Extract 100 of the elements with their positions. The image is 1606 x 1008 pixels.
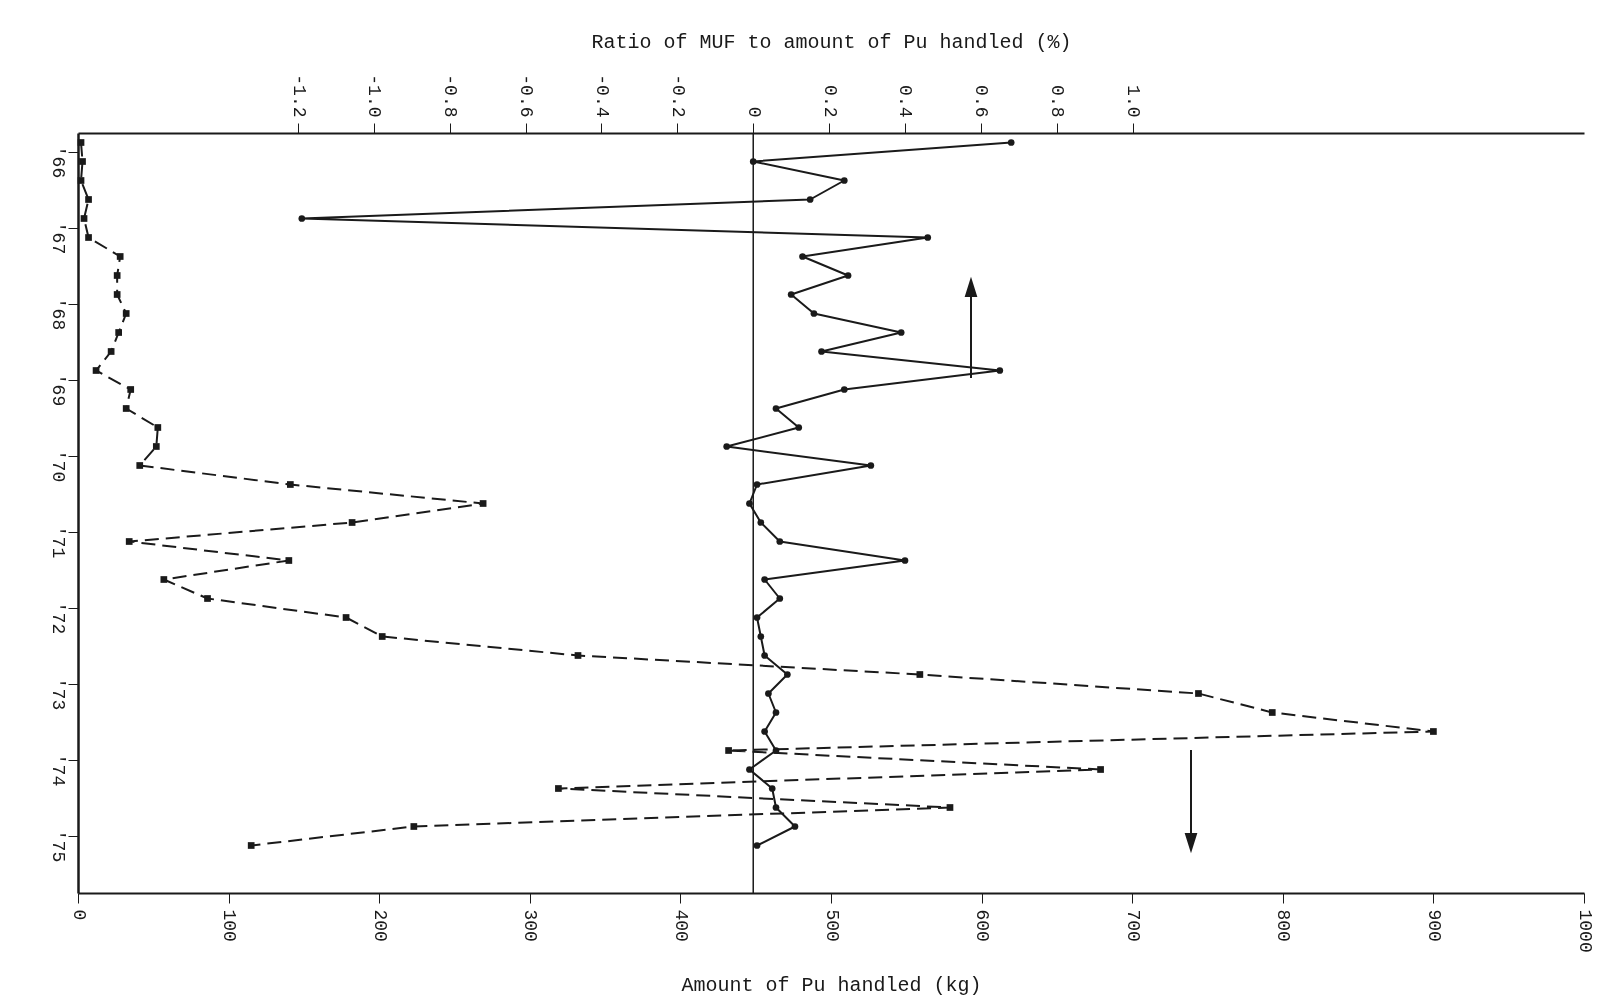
x2-tick-label: -1.2 <box>288 74 309 118</box>
point <box>1268 709 1276 716</box>
point <box>897 329 905 336</box>
point <box>753 842 761 849</box>
point <box>924 234 932 241</box>
point <box>154 424 162 431</box>
x-tick-label: 900 <box>1423 909 1444 942</box>
point <box>125 538 133 545</box>
x-tick-label: 800 <box>1273 909 1294 942</box>
point <box>85 196 92 203</box>
y-tick-label: '70 <box>47 449 68 483</box>
point <box>122 405 130 412</box>
point <box>107 348 115 355</box>
point <box>1097 766 1104 773</box>
y-tick-label: '68 <box>47 297 68 331</box>
x-tick-label: 0 <box>68 909 89 921</box>
point <box>115 329 123 336</box>
point <box>479 500 487 507</box>
x-tick-label: 600 <box>972 909 993 942</box>
point <box>776 595 784 602</box>
point <box>298 215 306 222</box>
y-tick-label: '66 <box>47 145 68 179</box>
y-tick-label: '72 <box>47 601 68 635</box>
point <box>723 443 731 450</box>
x2-tick-label: 1.0 <box>1123 85 1144 118</box>
point <box>113 291 121 298</box>
point <box>946 804 954 811</box>
point <box>901 557 909 564</box>
point <box>784 671 791 678</box>
point <box>77 139 85 146</box>
x2-axis-title: Ratio of MUF to amount of Pu handled (%) <box>591 31 1072 55</box>
point <box>77 177 85 184</box>
point <box>285 557 293 564</box>
point <box>122 310 130 317</box>
y-tick-label: '73 <box>47 677 68 711</box>
point <box>753 614 761 621</box>
point <box>772 709 780 716</box>
point <box>1007 139 1015 146</box>
x-tick-label: 300 <box>520 909 541 942</box>
point <box>286 481 294 488</box>
point <box>806 196 814 203</box>
point <box>753 481 761 488</box>
x-tick-label: 500 <box>821 909 842 942</box>
point <box>840 386 848 393</box>
point <box>746 766 753 773</box>
point <box>152 443 160 450</box>
point <box>818 348 825 355</box>
y-tick-label: '74 <box>47 753 68 787</box>
point <box>916 671 924 678</box>
y-tick-label: '69 <box>47 373 68 407</box>
point <box>247 842 255 849</box>
point <box>574 652 582 659</box>
x2-tick-label: 0.2 <box>819 85 840 118</box>
point <box>204 595 211 602</box>
point <box>772 804 780 811</box>
point <box>80 215 88 222</box>
point <box>840 177 848 184</box>
point <box>795 424 803 431</box>
x2-tick-label: -0.6 <box>516 74 537 118</box>
x2-tick-label: -0.8 <box>440 74 461 118</box>
x-tick-label: 400 <box>670 909 691 942</box>
point <box>761 728 768 735</box>
point <box>768 785 776 792</box>
point <box>410 823 418 830</box>
point <box>787 291 795 298</box>
point <box>772 405 780 412</box>
point <box>765 690 772 697</box>
point <box>810 310 818 317</box>
x2-tick-label: 0.4 <box>895 85 916 118</box>
point <box>761 576 768 583</box>
x2-tick-label: -0.2 <box>667 74 688 118</box>
point <box>776 538 784 545</box>
x-tick-label: 200 <box>369 909 390 942</box>
x-tick-label: 100 <box>219 909 240 942</box>
x2-tick-label: -1.0 <box>364 74 385 118</box>
point <box>92 367 100 374</box>
point <box>136 462 144 469</box>
x2-tick-label: 0.8 <box>1047 85 1068 118</box>
point <box>160 576 168 583</box>
point <box>85 234 92 241</box>
point <box>342 614 350 621</box>
point <box>1430 728 1437 735</box>
point <box>116 253 124 260</box>
point <box>113 272 121 279</box>
point <box>867 462 875 469</box>
x-tick-label: 700 <box>1122 909 1143 942</box>
x-axis-title: Amount of Pu handled (kg) <box>681 973 982 997</box>
y-tick-label: '71 <box>47 525 68 559</box>
x2-tick-label: 0.6 <box>971 85 992 118</box>
x2-tick-label: 0 <box>743 106 764 118</box>
y-tick-label: '75 <box>47 829 68 863</box>
point <box>378 633 386 640</box>
x-tick-label: 1000 <box>1574 909 1595 953</box>
point <box>725 747 732 754</box>
point <box>772 747 780 754</box>
point <box>761 652 768 659</box>
point <box>79 158 86 165</box>
point <box>757 519 765 526</box>
point <box>996 367 1004 374</box>
point <box>844 272 852 279</box>
